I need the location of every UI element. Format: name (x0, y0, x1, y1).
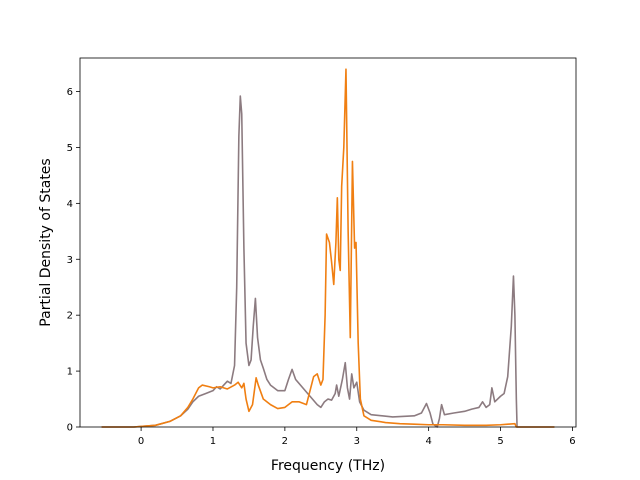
y-axis-label: Partial Density of States (38, 158, 54, 326)
y-axis-ticks: 0 1 2 3 4 5 6 (67, 87, 80, 434)
x-axis-ticks: 0 1 2 3 4 5 6 (138, 427, 576, 447)
x-tick-label: 0 (138, 436, 144, 447)
x-tick-label: 6 (569, 436, 575, 447)
y-tick-label: 6 (67, 87, 73, 98)
x-tick-label: 1 (210, 436, 216, 447)
x-tick-label: 5 (497, 436, 503, 447)
y-tick-label: 3 (67, 255, 73, 266)
y-tick-label: 2 (67, 311, 73, 322)
x-tick-label: 2 (282, 436, 288, 447)
series-layer (101, 68, 555, 428)
y-tick-label: 5 (67, 143, 73, 154)
series-line-2 (101, 68, 555, 428)
x-tick-label: 4 (425, 436, 431, 447)
x-axis-label: Frequency (THz) (271, 458, 385, 474)
x-tick-label: 3 (354, 436, 360, 447)
y-tick-label: 4 (67, 199, 73, 210)
y-tick-label: 1 (67, 367, 73, 378)
series-line-1 (101, 95, 555, 428)
y-tick-label: 0 (67, 423, 73, 434)
plot-frame (79, 57, 577, 428)
